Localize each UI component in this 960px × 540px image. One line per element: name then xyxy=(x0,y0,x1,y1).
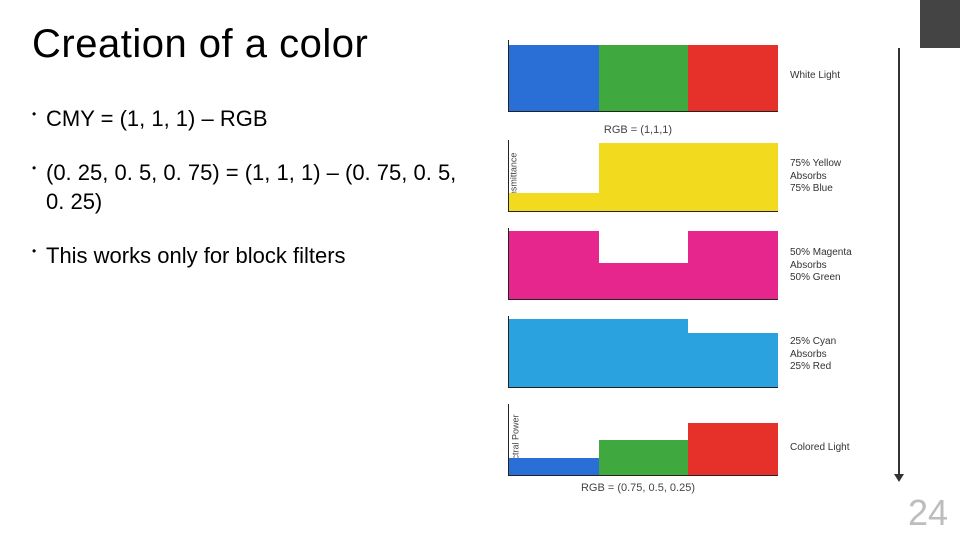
chart-panel: Transmittance xyxy=(498,136,778,216)
bullet-text: (0. 25, 0. 5, 0. 75) = (1, 1, 1) – (0. 7… xyxy=(46,158,462,217)
bar xyxy=(509,231,599,299)
chart-panel: Transmittance xyxy=(498,312,778,392)
chart-panel: Transmittance xyxy=(498,224,778,304)
bullet-item: • (0. 25, 0. 5, 0. 75) = (1, 1, 1) – (0.… xyxy=(32,158,462,217)
bar xyxy=(599,143,689,211)
bar xyxy=(688,423,778,475)
process-arrow-head xyxy=(894,474,904,482)
bar xyxy=(509,45,599,111)
x-axis xyxy=(508,211,778,212)
caption-bottom: RGB = (0.75, 0.5, 0.25) xyxy=(498,482,778,494)
bullet-item: • This works only for block filters xyxy=(32,241,462,271)
bullet-dot: • xyxy=(32,158,46,217)
corner-block xyxy=(920,0,960,48)
bar xyxy=(688,333,778,387)
bullet-dot: • xyxy=(32,104,46,134)
bar xyxy=(509,319,599,387)
bars-container xyxy=(509,315,778,387)
axes xyxy=(508,316,778,388)
bar xyxy=(688,45,778,111)
bar xyxy=(509,458,599,475)
bar xyxy=(599,440,689,475)
bar xyxy=(688,231,778,299)
chart-panel: Spectral Power xyxy=(498,400,778,480)
bar xyxy=(599,263,689,299)
axes xyxy=(508,140,778,212)
label-white-light: White Light xyxy=(790,70,840,83)
process-arrow-line xyxy=(898,48,900,476)
bullet-text: CMY = (1, 1, 1) – RGB xyxy=(46,104,462,134)
bar xyxy=(688,143,778,211)
page-title: Creation of a color xyxy=(32,22,368,67)
slide-root: Creation of a color • CMY = (1, 1, 1) – … xyxy=(0,0,960,540)
bar xyxy=(599,45,689,111)
label-yellow: 75% YellowAbsorbs75% Blue xyxy=(790,158,841,196)
caption-top: RGB = (1,1,1) xyxy=(498,124,778,136)
bar xyxy=(599,319,689,387)
bars-container xyxy=(509,227,778,299)
diagram-stack: Spectral PowerRGB = (1,1,1)Transmittance… xyxy=(498,36,778,494)
axes xyxy=(508,404,778,476)
axes xyxy=(508,228,778,300)
bullet-text: This works only for block filters xyxy=(46,241,462,271)
chart-panel: Spectral Power xyxy=(498,36,778,116)
x-axis xyxy=(508,475,778,476)
label-cyan: 25% CyanAbsorbs25% Red xyxy=(790,336,836,374)
x-axis xyxy=(508,299,778,300)
x-axis xyxy=(508,111,778,112)
bullet-dot: • xyxy=(32,241,46,271)
bars-container xyxy=(509,403,778,475)
page-number: 24 xyxy=(908,492,948,534)
axes xyxy=(508,40,778,112)
x-axis xyxy=(508,387,778,388)
label-magenta: 50% MagentaAbsorbs50% Green xyxy=(790,247,852,285)
label-colored-light: Colored Light xyxy=(790,442,849,455)
bullet-item: • CMY = (1, 1, 1) – RGB xyxy=(32,104,462,134)
bars-container xyxy=(509,39,778,111)
bars-container xyxy=(509,139,778,211)
bullet-list: • CMY = (1, 1, 1) – RGB • (0. 25, 0. 5, … xyxy=(32,104,462,295)
bar xyxy=(509,193,599,211)
